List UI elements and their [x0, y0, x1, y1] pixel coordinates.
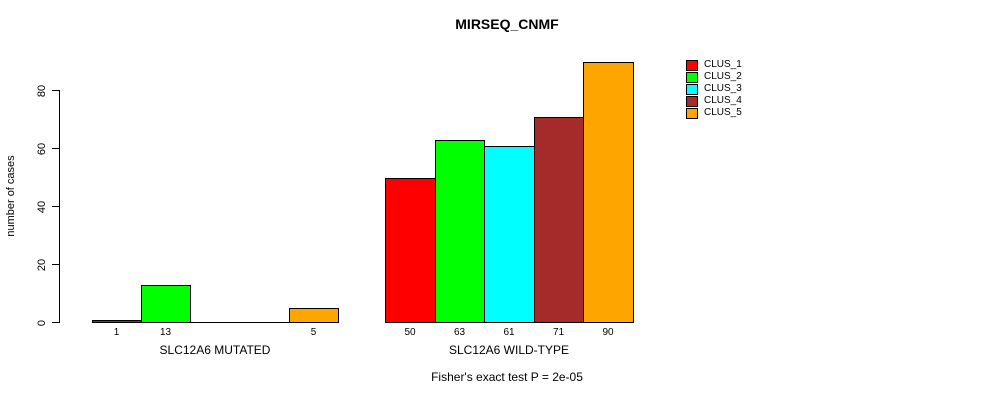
legend-swatch-icon — [686, 95, 698, 107]
y-axis-tick-label: 20 — [36, 258, 48, 271]
y-axis-tick — [52, 148, 59, 149]
y-axis-tick-label: 60 — [36, 142, 48, 155]
bar-CLUS_5 — [583, 62, 634, 323]
bar-CLUS_3 — [484, 146, 535, 323]
bar-value-label: 61 — [503, 327, 515, 338]
bar-value-label: 71 — [552, 327, 565, 338]
legend-swatch-icon — [686, 71, 698, 83]
y-axis-tick-label: 40 — [36, 200, 48, 213]
footnote-fisher-test: Fisher's exact test P = 2e-05 — [431, 370, 583, 384]
x-axis-baseline — [92, 322, 339, 323]
legend-label: CLUS_4 — [704, 95, 742, 106]
legend-swatch-icon — [686, 59, 698, 71]
y-axis-tick-label: 0 — [36, 319, 48, 326]
y-axis-line — [59, 90, 60, 323]
legend-label: CLUS_5 — [704, 107, 742, 118]
bar-CLUS_1 — [92, 320, 142, 323]
legend-item-CLUS_2: CLUS_2 — [686, 71, 742, 83]
y-axis-tick — [52, 90, 59, 91]
bar-CLUS_4 — [534, 117, 584, 323]
y-axis-tick — [52, 264, 59, 265]
y-axis-label: number of cases — [5, 155, 17, 237]
y-axis-tick — [52, 206, 59, 207]
bar-CLUS_2 — [141, 285, 191, 323]
bar-value-label: 5 — [310, 327, 317, 338]
legend-label: CLUS_1 — [704, 59, 742, 70]
bar-value-label: 13 — [159, 327, 172, 338]
bar-value-label: 50 — [404, 327, 416, 338]
bar-value-label: 1 — [113, 327, 120, 338]
chart-title: MIRSEQ_CNMF — [455, 16, 559, 32]
legend-label: CLUS_3 — [704, 83, 742, 94]
y-axis-tick — [52, 322, 59, 323]
legend-item-CLUS_3: CLUS_3 — [686, 83, 742, 95]
bar-value-label: 63 — [453, 327, 466, 338]
legend-label: CLUS_2 — [704, 71, 742, 82]
bar-CLUS_1 — [385, 178, 436, 323]
legend-swatch-icon — [686, 107, 698, 119]
legend: CLUS_1 CLUS_2 CLUS_3 CLUS_4 CLUS_5 — [686, 59, 742, 119]
legend-item-CLUS_4: CLUS_4 — [686, 95, 742, 107]
bar-value-label: 90 — [602, 327, 614, 338]
x-axis-group-label: SLC12A6 MUTATED — [159, 343, 271, 357]
legend-item-CLUS_5: CLUS_5 — [686, 107, 742, 119]
bar-CLUS_5 — [289, 308, 339, 323]
bar-CLUS_2 — [435, 140, 485, 323]
legend-swatch-icon — [686, 83, 698, 95]
x-axis-group-label: SLC12A6 WILD-TYPE — [448, 343, 570, 357]
legend-item-CLUS_1: CLUS_1 — [686, 59, 742, 71]
y-axis-tick-label: 80 — [36, 84, 48, 97]
